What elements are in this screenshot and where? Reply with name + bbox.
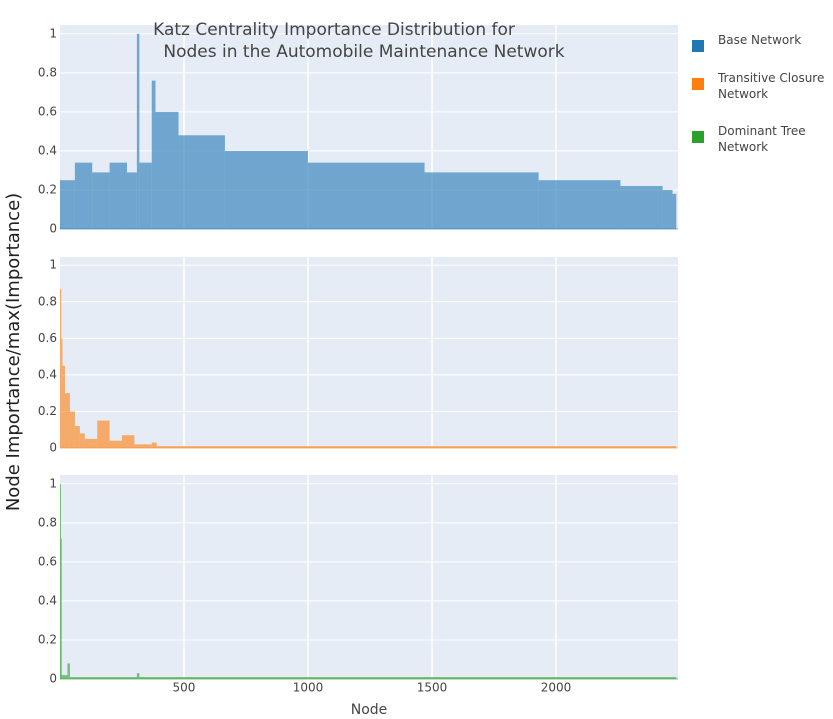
bar bbox=[136, 673, 140, 679]
bar bbox=[178, 135, 225, 229]
bar bbox=[61, 338, 63, 448]
legend-swatch bbox=[692, 78, 704, 90]
bar bbox=[538, 180, 621, 229]
legend-label: Dominant Tree Network bbox=[718, 124, 806, 154]
y-tick-label: 0 bbox=[49, 222, 57, 236]
chart-title: Nodes in the Automobile Maintenance Netw… bbox=[163, 42, 564, 62]
bar bbox=[79, 433, 85, 448]
bar bbox=[60, 538, 62, 679]
bar bbox=[134, 444, 152, 448]
bar bbox=[92, 172, 110, 229]
bar bbox=[60, 288, 62, 448]
chart-title: Katz Centrality Importance Distribution … bbox=[153, 20, 515, 40]
y-tick-label: 0.6 bbox=[38, 331, 57, 345]
bar bbox=[672, 193, 677, 229]
bar bbox=[69, 411, 75, 448]
bar bbox=[74, 426, 80, 448]
bar bbox=[84, 438, 98, 448]
y-tick-label: 0.2 bbox=[38, 182, 57, 196]
y-tick-label: 0.2 bbox=[38, 632, 57, 646]
bar bbox=[151, 80, 156, 230]
y-tick-label: 1 bbox=[49, 26, 57, 40]
y-tick-label: 0.2 bbox=[38, 404, 57, 418]
y-tick-label: 0.4 bbox=[38, 143, 57, 157]
bar bbox=[151, 442, 157, 448]
y-tick-label: 1 bbox=[49, 258, 57, 272]
x-tick-label: 2000 bbox=[541, 681, 572, 695]
bar bbox=[424, 172, 539, 229]
bar bbox=[60, 180, 75, 229]
y-tick-label: 0.8 bbox=[38, 65, 57, 79]
bar bbox=[139, 162, 152, 229]
bar bbox=[155, 111, 179, 229]
y-tick-label: 0.4 bbox=[38, 593, 57, 607]
y-tick-label: 0.8 bbox=[38, 294, 57, 308]
y-tick-label: 0.6 bbox=[38, 554, 57, 568]
x-tick-label: 500 bbox=[173, 681, 196, 695]
bar bbox=[109, 440, 122, 448]
plot-area bbox=[60, 475, 678, 679]
bar bbox=[662, 189, 673, 229]
bar bbox=[74, 162, 93, 229]
bar bbox=[67, 663, 70, 679]
bar bbox=[61, 675, 68, 679]
plot-area bbox=[60, 257, 678, 448]
legend-swatch bbox=[692, 40, 704, 52]
bar bbox=[60, 483, 61, 679]
y-tick-label: 1 bbox=[49, 476, 57, 490]
bar bbox=[62, 365, 65, 448]
bar bbox=[156, 446, 677, 448]
bar bbox=[97, 420, 110, 448]
bar bbox=[109, 162, 127, 229]
y-tick-label: 0 bbox=[49, 441, 57, 455]
bar bbox=[69, 677, 137, 679]
y-tick-label: 0.8 bbox=[38, 515, 57, 529]
x-axis-label: Node bbox=[351, 702, 388, 718]
bar bbox=[121, 435, 135, 448]
bar bbox=[620, 186, 663, 229]
y-tick-label: 0.6 bbox=[38, 104, 57, 118]
bar bbox=[307, 162, 425, 229]
bar bbox=[224, 150, 308, 229]
bar bbox=[64, 393, 70, 448]
legend-label: Transitive Closure Network bbox=[718, 71, 825, 101]
y-axis-label: Node Importance/max(Importance) bbox=[3, 193, 24, 511]
y-tick-label: 0.4 bbox=[38, 367, 57, 381]
bar bbox=[136, 33, 140, 230]
legend-swatch bbox=[692, 131, 704, 143]
x-tick-label: 1500 bbox=[417, 681, 448, 695]
legend-label: Base Network bbox=[718, 33, 802, 47]
y-tick-label: 0 bbox=[49, 672, 57, 686]
bar bbox=[126, 172, 137, 229]
bar bbox=[139, 677, 677, 679]
x-tick-label: 1000 bbox=[293, 681, 324, 695]
